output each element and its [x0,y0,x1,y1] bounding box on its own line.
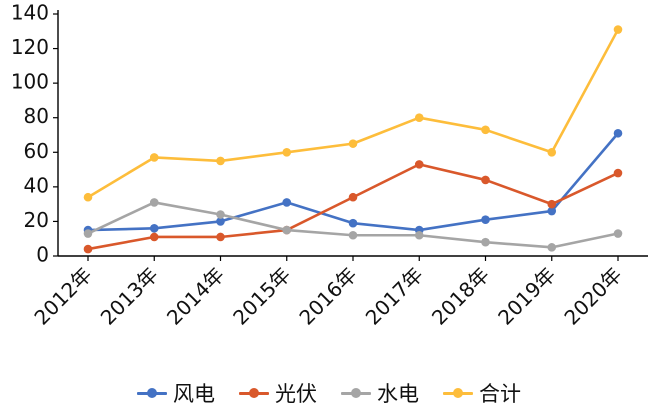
legend-label-solar: 光伏 [275,382,317,406]
series-point [282,198,292,207]
series-point [348,230,358,240]
series-point [481,215,490,224]
x-tick-label: 2016年 [294,263,361,330]
series-point [613,168,623,178]
y-tick-label: 0 [36,243,49,267]
x-tick-label: 2019年 [493,263,560,330]
series-point [216,156,225,166]
x-tick-label: 2015年 [228,263,295,330]
legend-label-wind: 风电 [173,382,215,406]
series-point [613,128,623,138]
series-point [547,206,557,216]
x-tick-label: 2018年 [427,263,494,330]
y-tick-label: 140 [11,1,49,25]
legend-item-solar[interactable]: 光伏 [239,378,317,408]
series-point [216,232,225,242]
legend-label-total: 合计 [479,382,521,406]
x-tick-label: 2012年 [29,263,96,330]
legend-marker-wind-icon [137,388,167,398]
x-tick-label: 2014年 [162,263,229,330]
series-point [149,232,159,242]
legend-marker-hydro-icon [341,388,371,398]
series-point [481,125,490,135]
series-point [83,244,93,254]
x-tick-label: 2017年 [361,263,428,330]
y-tick-label: 60 [24,139,49,163]
series-point [547,147,557,157]
series-point [547,243,557,252]
y-tick-label: 80 [24,104,49,128]
series-point [481,237,490,247]
y-tick-label: 40 [24,173,49,197]
series-point [348,192,358,202]
series-point [216,210,225,219]
y-tick-label: 100 [11,70,49,94]
series-point [348,139,358,148]
x-tick-label: 2013年 [96,263,163,330]
legend-marker-solar-icon [239,388,269,398]
legend-item-total[interactable]: 合计 [443,378,521,408]
x-tick-label: 2020年 [559,263,626,330]
y-tick-label: 20 [24,208,49,232]
series-point [547,199,557,209]
y-tick-label: 120 [11,35,49,59]
series-point [282,225,292,235]
series-point [149,198,159,207]
legend-item-wind[interactable]: 风电 [137,378,215,408]
series-point [216,217,225,226]
legend-label-hydro: 水电 [377,382,419,406]
series-point [149,153,159,162]
series-point [481,175,490,185]
series-point [83,192,93,202]
series-point [414,230,424,240]
series-point [613,229,623,238]
series-point [348,218,358,228]
series-point [282,147,292,157]
series-point [149,224,159,233]
legend-marker-total-icon [443,388,473,398]
legend-item-hydro[interactable]: 水电 [341,378,419,408]
series-point [414,160,424,169]
series-line [86,28,620,199]
series-point [83,229,93,238]
series-point [414,113,424,123]
chart-legend: 风电 光伏 水电 合计 [0,378,658,408]
series-point [613,25,623,34]
